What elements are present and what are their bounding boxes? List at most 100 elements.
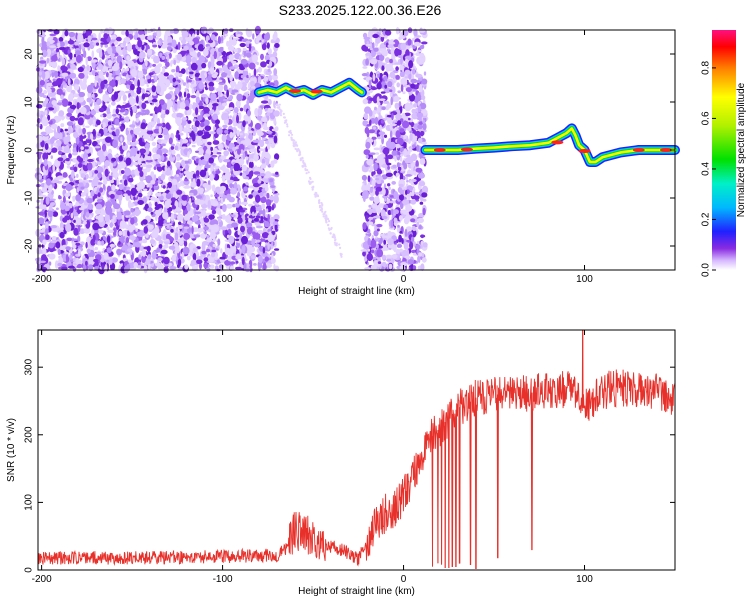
noise-blob: [248, 43, 252, 52]
noise-blob: [260, 215, 264, 222]
noise-blob: [176, 226, 179, 232]
noise-blob: [56, 102, 63, 106]
noise-blob: [362, 66, 368, 69]
noise-blob: [245, 52, 252, 58]
noise-blob: [176, 174, 179, 177]
noise-blob: [108, 104, 111, 109]
noise-blob: [163, 72, 169, 77]
noise-blob: [384, 84, 388, 89]
noise-blob: [90, 190, 95, 197]
noise-blob: [186, 204, 191, 212]
noise-blob: [370, 239, 377, 249]
noise-blob: [107, 99, 112, 102]
noise-blob: [115, 190, 123, 196]
noise-blob: [179, 36, 183, 41]
noise-blob: [155, 192, 162, 197]
noise-blob: [211, 62, 215, 69]
noise-blob: [38, 211, 45, 216]
noise-blob: [102, 122, 106, 129]
noise-blob: [112, 200, 117, 206]
noise-blob: [149, 239, 156, 245]
noise-blob: [188, 197, 192, 206]
noise-blob: [175, 87, 180, 95]
noise-blob: [380, 119, 385, 124]
noise-blob: [275, 171, 279, 175]
noise-blob: [216, 127, 223, 135]
noise-blob: [66, 165, 71, 169]
noise-blob: [107, 46, 113, 55]
noise-blob: [38, 188, 42, 196]
noise-blob: [106, 226, 110, 230]
noise-blob: [110, 53, 116, 57]
noise-blob: [199, 263, 202, 270]
noise-blob: [230, 39, 237, 46]
noise-blob: [43, 158, 48, 167]
noise-blob: [106, 235, 111, 244]
noise-blob: [171, 69, 176, 73]
noise-blob: [249, 226, 253, 234]
noise-blob: [130, 108, 133, 117]
noise-blob: [245, 156, 249, 161]
noise-blob: [271, 204, 275, 211]
noise-blob: [254, 222, 260, 226]
noise-blob: [154, 65, 161, 74]
noise-blob: [208, 229, 212, 233]
noise-blob: [255, 37, 259, 44]
noise-blob: [226, 89, 230, 98]
noise-blob: [265, 199, 272, 207]
noise-blob: [197, 227, 204, 233]
noise-blob: [385, 172, 393, 177]
noise-blob: [234, 71, 240, 80]
noise-blob: [159, 53, 162, 58]
noise-blob: [237, 217, 243, 224]
noise-blob: [401, 30, 409, 37]
noise-blob: [163, 244, 169, 249]
noise-blob: [147, 48, 153, 56]
noise-blob: [161, 55, 166, 61]
noise-blob: [364, 126, 370, 135]
noise-blob: [161, 148, 168, 153]
noise-blob: [273, 194, 279, 204]
noise-blob: [105, 136, 112, 143]
noise-blob: [130, 129, 134, 135]
noise-blob: [213, 50, 217, 60]
noise-blob: [163, 241, 171, 245]
noise-blob: [121, 30, 126, 36]
noise-blob: [236, 114, 239, 124]
noise-blob: [65, 183, 73, 192]
noise-blob: [381, 65, 385, 71]
noise-blob: [178, 230, 183, 236]
noise-blob: [48, 253, 56, 260]
noise-blob: [382, 100, 390, 104]
noise-blob: [57, 157, 64, 162]
noise-blob: [165, 170, 172, 176]
noise-blob: [92, 234, 96, 242]
noise-blob: [266, 42, 270, 49]
noise-blob: [209, 231, 217, 240]
noise-blob: [158, 217, 162, 221]
noise-blob: [170, 176, 175, 179]
noise-blob: [205, 80, 210, 84]
noise-blob: [256, 61, 259, 66]
noise-blob: [163, 212, 168, 215]
noise-blob: [188, 233, 196, 239]
noise-blob: [113, 91, 119, 100]
noise-blob: [158, 239, 163, 245]
noise-blob: [203, 257, 209, 262]
noise-blob: [268, 134, 274, 138]
noise-blob: [137, 70, 144, 79]
noise-blob: [182, 246, 190, 255]
noise-blob: [161, 122, 166, 128]
noise-blob: [259, 220, 264, 224]
noise-blob: [92, 97, 97, 100]
noise-blob: [111, 184, 116, 192]
noise-blob: [166, 160, 171, 167]
noise-blob: [200, 111, 203, 117]
noise-blob: [41, 254, 47, 261]
noise-blob: [65, 157, 70, 162]
noise-blob: [255, 194, 261, 203]
noise-blob: [176, 112, 183, 119]
noise-blob: [259, 139, 265, 148]
noise-blob: [253, 204, 261, 208]
noise-blob: [99, 187, 104, 193]
